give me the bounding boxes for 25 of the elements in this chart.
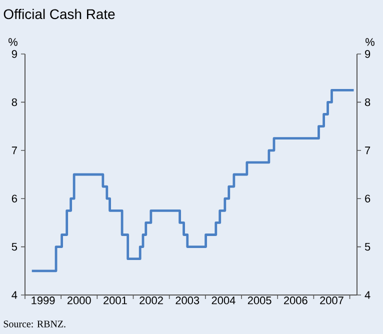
x-tick-label: 2005	[248, 296, 272, 304]
y2-tick-label: 9	[365, 50, 370, 58]
x-tick-label: 2004	[212, 296, 236, 304]
x-tick-label: 2007	[320, 296, 344, 304]
y-tick-label: 5	[12, 242, 18, 251]
x-tick-label: 2003	[176, 296, 200, 304]
y-tick-label: 9	[12, 50, 17, 58]
y-tick-label: 8	[12, 98, 17, 106]
y2-tick-label: 7	[365, 146, 370, 154]
y-axis-title: %	[8, 38, 18, 46]
x-tick-label: 2006	[284, 296, 308, 304]
x-tick-label: 2001	[104, 296, 127, 304]
y2-tick-label: 6	[365, 194, 370, 202]
y2-tick-label: 5	[364, 242, 370, 251]
y-tick-label: 4	[12, 291, 18, 299]
chart-title: Official Cash Rate	[4, 8, 115, 20]
x-tick-label: 2002	[140, 296, 163, 304]
y2-tick-label: 4	[364, 291, 370, 299]
y-tick-label: 6	[12, 194, 17, 202]
y2-tick-label: 8	[364, 98, 370, 106]
source-note: Source: RBNZ.	[4, 320, 66, 328]
x-tick-label: 1999	[32, 296, 55, 304]
y2-axis-title: %	[366, 38, 374, 46]
y-tick-label: 7	[12, 146, 17, 154]
x-tick-label: 2000	[67, 296, 91, 304]
